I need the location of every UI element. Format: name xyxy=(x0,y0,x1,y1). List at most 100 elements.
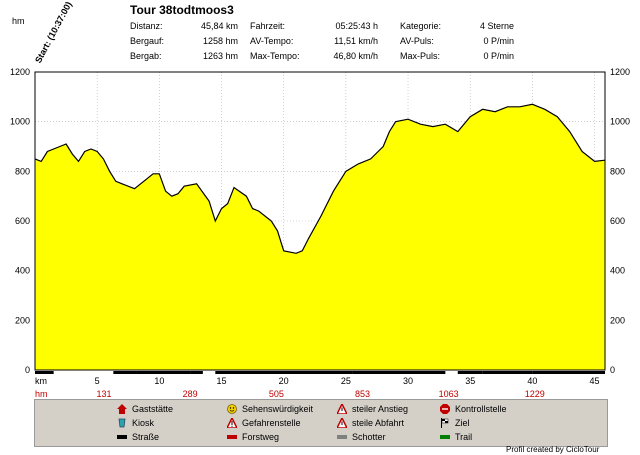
stat-value: 45,84 km xyxy=(200,21,238,31)
y-tick-label: 1000 xyxy=(10,117,30,127)
elevation-area xyxy=(34,103,606,371)
stat-label: Distanz: xyxy=(130,21,163,31)
plot-frame xyxy=(34,71,606,371)
chart-axes xyxy=(34,71,606,371)
x-tick-label: 20 xyxy=(279,376,289,386)
legend-item: steiler Anstieg xyxy=(335,402,409,415)
y-tick-label: 1200 xyxy=(10,67,30,77)
hm-row-value: 289 xyxy=(183,389,198,399)
legend-item: Schotter xyxy=(337,432,386,442)
stat-value: 05:25:43 h xyxy=(335,21,378,31)
stat-value: 11,51 km/h xyxy=(334,36,378,46)
stat-label: Kategorie: xyxy=(400,21,442,31)
kiosk-icon xyxy=(117,418,127,428)
surface-segment xyxy=(532,371,605,374)
stat-label: AV-Tempo: xyxy=(250,36,294,46)
legend-label: Sehenswürdigkeit xyxy=(242,404,314,414)
surface-segment xyxy=(113,371,137,374)
y-tick-label: 600 xyxy=(15,216,30,226)
elevation-line xyxy=(34,103,606,254)
stat-value: 4 Sterne xyxy=(479,21,514,31)
stat-label: Max-Puls: xyxy=(400,51,441,61)
y-tick-label: 0 xyxy=(25,365,30,375)
x-tick-label: 30 xyxy=(403,376,413,386)
surface-segment xyxy=(215,371,353,374)
footer-credit: Profil created by CicloTour xyxy=(506,445,600,454)
legend-item: Kiosk xyxy=(117,418,154,428)
legend-item: Kontrollstelle xyxy=(440,404,507,414)
stat-value: 1258 hm xyxy=(202,36,238,46)
chart-title: Tour 38todtmoos3 xyxy=(130,3,234,17)
x-tick-label: 25 xyxy=(341,376,351,386)
danger-triangle-icon xyxy=(225,416,239,429)
hm-row-value: 1063 xyxy=(439,389,459,399)
hm-row-value: 131 xyxy=(97,389,112,399)
warning-triangle-icon xyxy=(335,416,349,429)
y-tick-label-right: 200 xyxy=(610,315,625,325)
stat-value: 46,80 km/h xyxy=(333,51,378,61)
stat-value: 0 P/min xyxy=(483,51,514,61)
hm-row-value: 853 xyxy=(355,389,370,399)
x-tick-label: 10 xyxy=(154,376,164,386)
legend-item: Sehenswürdigkeit xyxy=(227,404,313,414)
smiley-icon xyxy=(227,404,237,414)
chart-ticks: 0 0 200 200 400 400 600 600 800 800 1000 1000 1200 12… xyxy=(10,67,630,399)
hm-row-value: 1229 xyxy=(525,389,545,399)
legend-label: steiler Anstieg xyxy=(352,404,409,414)
y-axis-unit: hm xyxy=(12,16,25,26)
x-tick-label: 35 xyxy=(465,376,475,386)
y-tick-label-right: 800 xyxy=(610,166,625,176)
stat-label: AV-Puls: xyxy=(400,36,434,46)
legend-label: Kiosk xyxy=(132,418,155,428)
stat-label: Fahrzeit: xyxy=(250,21,286,31)
y-tick-label: 200 xyxy=(15,315,30,325)
stat-value: 0 P/min xyxy=(483,36,514,46)
stat-label: Bergauf: xyxy=(130,36,165,46)
surface-segment xyxy=(457,371,483,374)
y-tick-label-right: 0 xyxy=(610,365,615,375)
legend-item: Forstweg xyxy=(227,432,279,442)
legend-label: steile Abfahrt xyxy=(352,418,405,428)
legend-item: steile Abfahrt xyxy=(335,416,405,429)
surface-segment xyxy=(190,371,203,374)
legend-label: Gaststätte xyxy=(132,404,174,414)
legend: Gaststätte Sehenswürdigkeit steiler Anst… xyxy=(34,399,608,447)
road-bar-icon xyxy=(117,432,127,442)
finish-flag-icon xyxy=(440,418,450,428)
surface-segment xyxy=(482,371,533,374)
stop-sign-icon xyxy=(440,404,450,414)
hm-row-label: hm xyxy=(35,389,48,399)
trail-bar-icon xyxy=(440,432,450,442)
legend-label: Kontrollstelle xyxy=(455,404,507,414)
x-tick-label: 15 xyxy=(217,376,227,386)
warning-triangle-icon xyxy=(335,402,349,415)
legend-item: Trail xyxy=(440,432,472,442)
legend-item: Ziel xyxy=(440,418,470,428)
x-tick-label: 45 xyxy=(590,376,600,386)
legend-label: Trail xyxy=(455,432,473,442)
stat-label: Max-Tempo: xyxy=(250,51,300,61)
y-tick-label: 800 xyxy=(15,166,30,176)
legend-item: Gefahrenstelle xyxy=(225,416,301,429)
x-tick-label: 40 xyxy=(527,376,537,386)
y-tick-label-right: 1000 xyxy=(610,117,630,127)
surface-segment xyxy=(136,371,191,374)
house-icon xyxy=(117,404,127,414)
y-tick-label-right: 600 xyxy=(610,216,625,226)
forest-road-bar-icon xyxy=(227,432,237,442)
legend-label: Gefahrenstelle xyxy=(242,418,301,428)
elevation-fill xyxy=(35,104,605,371)
stat-label: Bergab: xyxy=(130,51,162,61)
gravel-bar-icon xyxy=(337,432,347,442)
y-tick-label: 400 xyxy=(15,266,30,276)
x-axis-label: km xyxy=(35,376,47,386)
x-tick-label: 5 xyxy=(95,376,100,386)
y-tick-label-right: 400 xyxy=(610,266,625,276)
surface-bar xyxy=(35,371,605,374)
legend-label: Schotter xyxy=(352,432,386,442)
hm-row-value: 505 xyxy=(269,389,284,399)
legend-item: Gaststätte xyxy=(117,404,173,414)
surface-segment xyxy=(352,371,446,374)
y-tick-label-right: 1200 xyxy=(610,67,630,77)
stat-value: 1263 hm xyxy=(202,51,238,61)
